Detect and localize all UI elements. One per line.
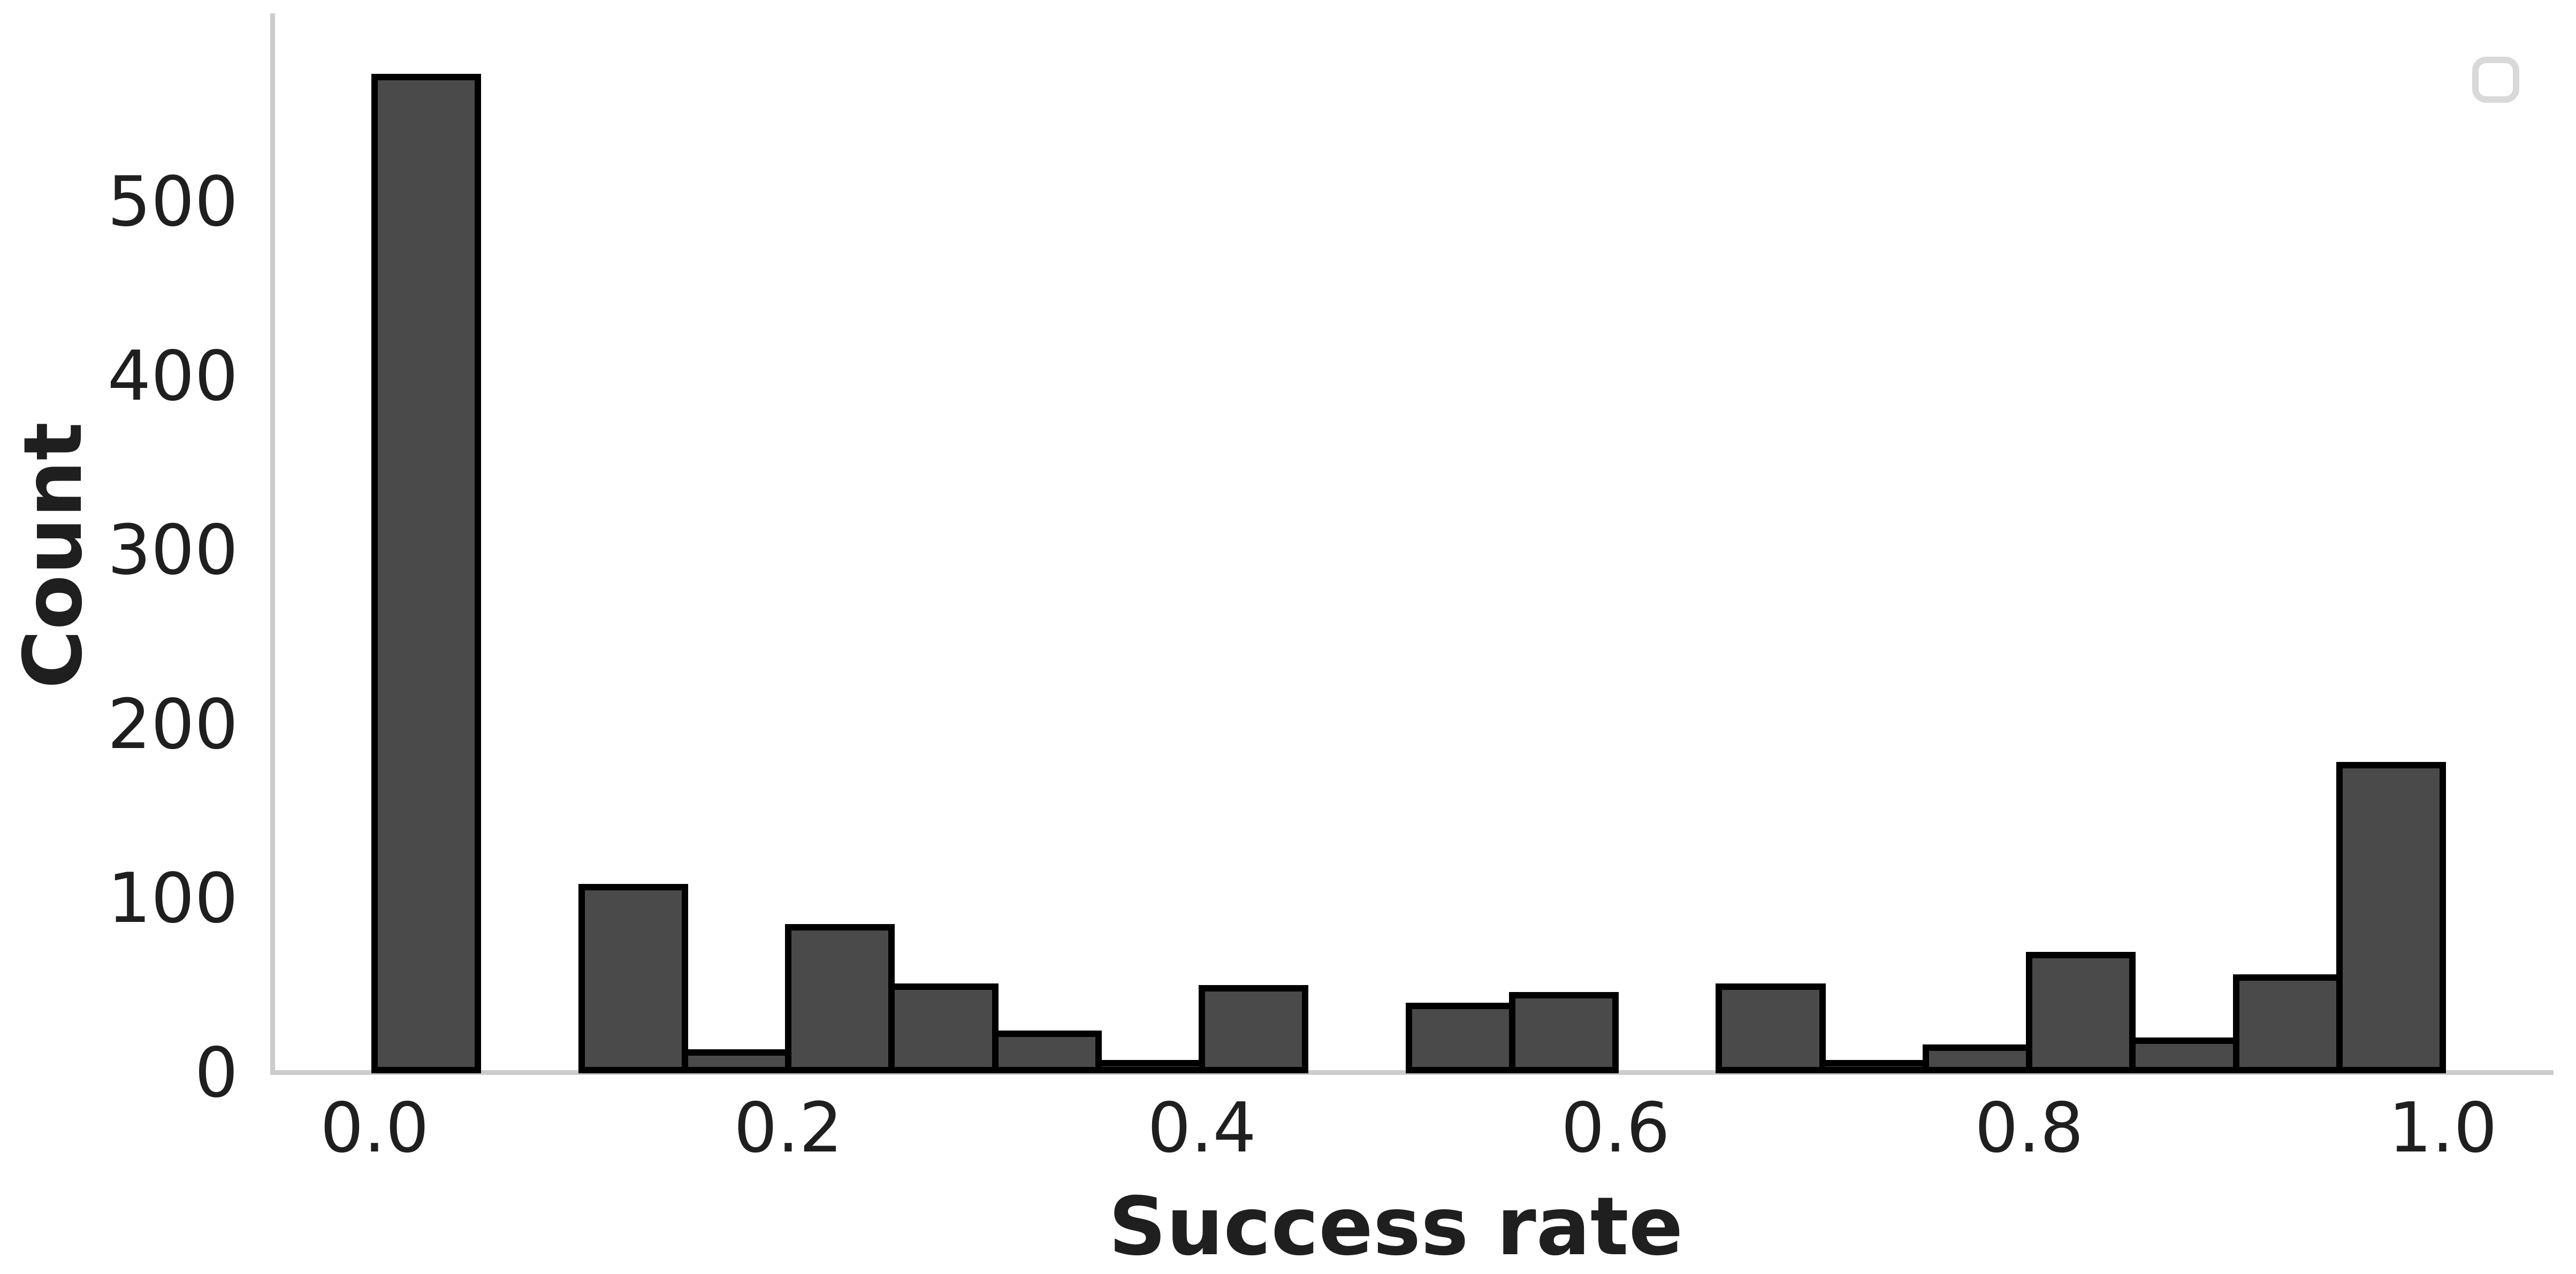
- histogram-bar: [1509, 991, 1619, 1073]
- y-tick-label: 200: [107, 684, 238, 765]
- histogram-bar: [682, 1049, 791, 1073]
- x-axis-label: Success rate: [1108, 1180, 1683, 1273]
- y-tick-label: 400: [107, 336, 238, 416]
- histogram-bar: [785, 924, 895, 1073]
- histogram-bar: [2233, 974, 2343, 1073]
- x-tick-label: 0.4: [1147, 1088, 1256, 1168]
- histogram-bar: [1819, 1059, 1929, 1073]
- histogram-bar: [2129, 1037, 2239, 1073]
- y-tick-label: 0: [194, 1033, 238, 1113]
- histogram-bar: [992, 1030, 1102, 1073]
- x-tick-label: 0.8: [1975, 1088, 2084, 1168]
- y-tick-label: 500: [107, 162, 238, 242]
- histogram-bar: [2026, 952, 2136, 1073]
- histogram-bar: [578, 884, 688, 1073]
- x-tick-label: 0.2: [734, 1088, 843, 1168]
- histogram-bar: [371, 74, 481, 1073]
- y-tick-label: 100: [107, 859, 238, 939]
- histogram-bar: [1199, 985, 1308, 1073]
- x-tick-label: 0.6: [1561, 1088, 1670, 1168]
- y-axis-label: Count: [7, 422, 100, 689]
- histogram-bar: [1095, 1059, 1205, 1073]
- x-tick-label: 0.0: [320, 1088, 429, 1168]
- y-axis-spine: [270, 13, 275, 1075]
- histogram-bar: [888, 983, 999, 1073]
- histogram-bar: [2336, 762, 2446, 1073]
- legend-box: [2472, 57, 2519, 103]
- histogram-bar: [1406, 1002, 1515, 1073]
- histogram-bar: [1716, 983, 1826, 1073]
- y-tick-label: 300: [107, 510, 238, 591]
- histogram-bar: [1923, 1044, 2032, 1073]
- x-tick-label: 1.0: [2388, 1088, 2497, 1168]
